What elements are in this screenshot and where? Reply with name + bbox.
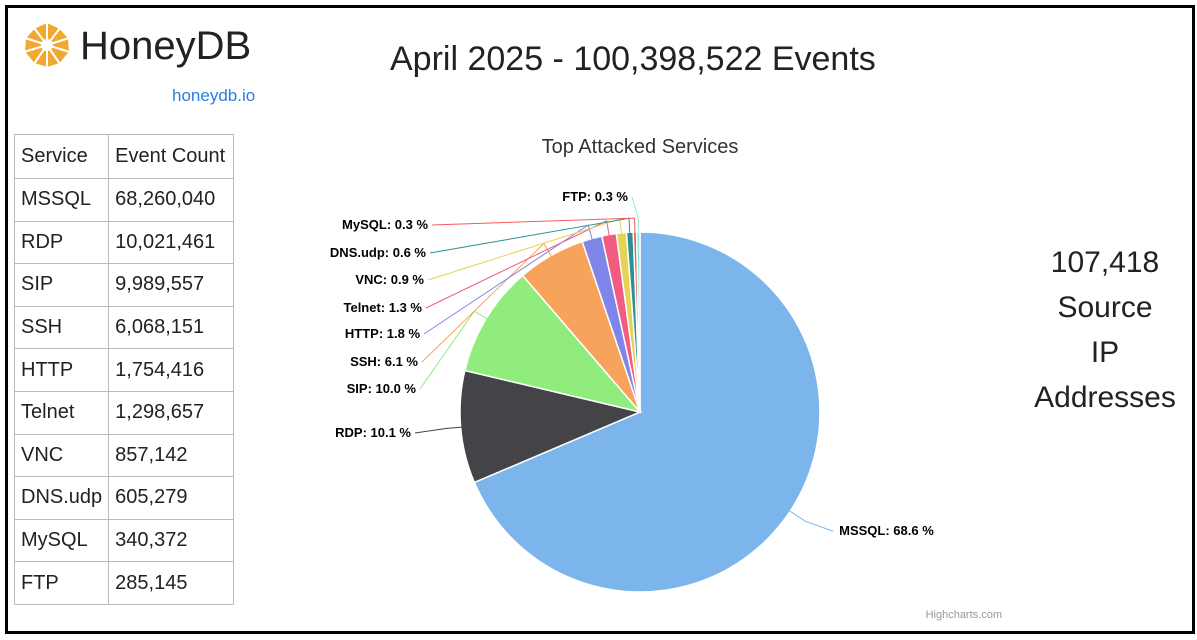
data-label-rdp: RDP: 10.1 % bbox=[335, 425, 411, 440]
brand-link[interactable]: honeydb.io bbox=[172, 86, 256, 105]
count-cell: 6,068,151 bbox=[108, 305, 235, 350]
table-row: MSSQL 68,260,040 bbox=[13, 178, 235, 222]
table-row: SSH 6,068,151 bbox=[13, 305, 235, 350]
connector-line bbox=[431, 217, 636, 235]
count-cell: 10,021,461 bbox=[108, 220, 235, 265]
data-label-mssql: MSSQL: 68.6 % bbox=[839, 523, 934, 538]
data-label-dns-udp: DNS.udp: 0.6 % bbox=[330, 245, 427, 260]
data-label-sip: SIP: 10.0 % bbox=[347, 381, 417, 396]
service-cell: SIP bbox=[13, 263, 110, 307]
table-row: RDP 10,021,461 bbox=[13, 220, 235, 265]
count-cell: 1,298,657 bbox=[108, 390, 235, 435]
source-ip-box: 107,418 Source IP Addresses bbox=[1020, 240, 1190, 420]
service-table: Service Event Count MSSQL 68,260,040 RDP 1… bbox=[13, 134, 235, 605]
page-title: April 2025 - 100,398,522 Events bbox=[390, 40, 876, 78]
connector-line bbox=[788, 509, 834, 532]
brand-name: HoneyDB bbox=[80, 24, 252, 68]
table-row: DNS.udp 605,279 bbox=[13, 476, 235, 520]
count-cell: 285,145 bbox=[108, 561, 235, 605]
table-row: FTP 285,145 bbox=[13, 561, 235, 605]
data-label-telnet: Telnet: 1.3 % bbox=[343, 300, 422, 315]
table-row: VNC 857,142 bbox=[13, 433, 235, 478]
count-cell: 605,279 bbox=[108, 476, 235, 520]
data-label-ftp: FTP: 0.3 % bbox=[562, 189, 628, 204]
count-cell: 857,142 bbox=[108, 433, 235, 478]
count-cell: 1,754,416 bbox=[108, 348, 235, 392]
count-cell: 68,260,040 bbox=[108, 178, 235, 222]
service-cell: FTP bbox=[13, 561, 110, 605]
count-cell: 9,989,557 bbox=[108, 263, 235, 307]
column-header-service: Service bbox=[13, 134, 110, 179]
service-cell: MSSQL bbox=[13, 178, 110, 222]
column-header-event-count: Event Count bbox=[108, 134, 235, 179]
connector-line bbox=[425, 220, 610, 309]
service-cell: HTTP bbox=[13, 348, 110, 392]
source-ip-count: 107,418 bbox=[1050, 246, 1160, 279]
data-label-mysql: MySQL: 0.3 % bbox=[342, 217, 428, 232]
count-cell: 340,372 bbox=[108, 518, 235, 563]
data-label-http: HTTP: 1.8 % bbox=[345, 326, 421, 341]
service-cell: VNC bbox=[13, 433, 110, 478]
service-cell: DNS.udp bbox=[13, 476, 110, 520]
source-ip-label-line: IP bbox=[1090, 336, 1120, 369]
top-attacked-services-chart: Top Attacked Services MSSQL: 68.6 % RDP: … bbox=[330, 136, 1002, 621]
source-ip-label-line: Source bbox=[1057, 291, 1153, 324]
table-row: Telnet 1,298,657 bbox=[13, 390, 235, 435]
table-row: MySQL 340,372 bbox=[13, 518, 235, 563]
connector-line bbox=[414, 426, 463, 434]
table-row: HTTP 1,754,416 bbox=[13, 348, 235, 392]
service-cell: Telnet bbox=[13, 390, 110, 435]
source-ip-label-line: Addresses bbox=[1034, 381, 1176, 414]
honeydb-logo bbox=[22, 20, 72, 70]
chart-title: Top Attacked Services bbox=[542, 136, 739, 158]
table-header-row: Service Event Count bbox=[13, 134, 235, 179]
data-label-vnc: VNC: 0.9 % bbox=[355, 272, 424, 287]
service-cell: MySQL bbox=[13, 518, 110, 563]
service-cell: SSH bbox=[13, 305, 110, 350]
data-label-ssh: SSH: 6.1 % bbox=[350, 354, 418, 369]
highcharts-credit[interactable]: Highcharts.com bbox=[926, 609, 1002, 621]
table-row: SIP 9,989,557 bbox=[13, 263, 235, 307]
connector-line bbox=[631, 196, 639, 235]
service-cell: RDP bbox=[13, 220, 110, 265]
